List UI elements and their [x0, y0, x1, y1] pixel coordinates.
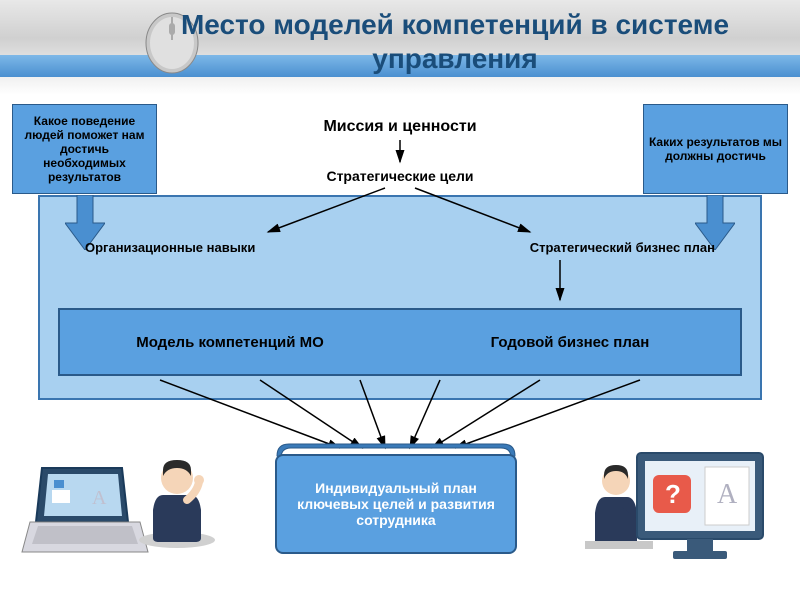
- mid-row: Организационные навыки Стратегический би…: [85, 240, 715, 255]
- scroll-text: Индивидуальный план ключевых целей и раз…: [287, 480, 505, 528]
- monitor-icon: A ?: [625, 445, 775, 565]
- callout-left-box: Какое поведение людей поможет нам достич…: [12, 104, 157, 194]
- heading-mission: Миссия и ценности: [275, 118, 525, 136]
- callout-left-text: Какое поведение людей поможет нам достич…: [17, 114, 152, 184]
- mid-left-label: Организационные навыки: [85, 240, 255, 255]
- bar-left-label: Модель компетенций МО: [60, 334, 400, 351]
- callout-right-box: Каких результатов мы должны достичь: [643, 104, 788, 194]
- person-thinking-icon: [135, 440, 225, 550]
- scroll-box: Индивидуальный план ключевых целей и раз…: [275, 454, 517, 554]
- laptop-icon: A: [20, 460, 150, 560]
- svg-text:A: A: [92, 487, 107, 509]
- svg-text:?: ?: [665, 479, 681, 509]
- bar-right-label: Годовой бизнес план: [400, 334, 740, 351]
- heading-goals: Стратегические цели: [275, 168, 525, 184]
- page-title: Место моделей компетенций в системе упра…: [175, 8, 735, 75]
- mid-right-label: Стратегический бизнес план: [530, 240, 715, 255]
- svg-text:A: A: [717, 479, 738, 510]
- blue-bar: Модель компетенций МО Годовой бизнес пла…: [58, 308, 742, 376]
- callout-right-text: Каких результатов мы должны достичь: [648, 135, 783, 163]
